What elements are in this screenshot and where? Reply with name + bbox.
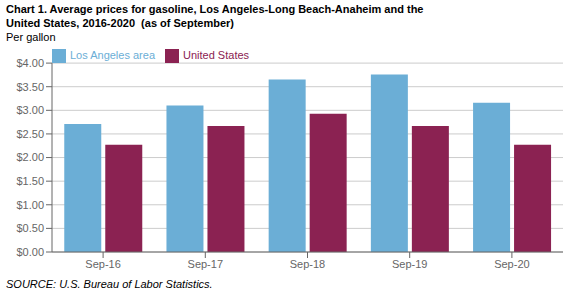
html-text:Chart 1. Average prices for ga: Chart 1. Average prices for gasoline, Lo… bbox=[6, 3, 424, 15]
svg-text:Sep-16: Sep-16 bbox=[85, 258, 120, 270]
html-text:SOURCE: U.S. Bureau of Labor S: SOURCE: U.S. Bureau of Labor Statistics. bbox=[6, 278, 213, 290]
svg-text:$0.00: $0.00 bbox=[16, 246, 44, 258]
svg-text:$2.50: $2.50 bbox=[16, 128, 44, 140]
html-text:Per gallon: Per gallon bbox=[6, 31, 56, 43]
svg-text:$0.50: $0.50 bbox=[16, 222, 44, 234]
svg-text:$1.00: $1.00 bbox=[16, 199, 44, 211]
svg-text:$1.50: $1.50 bbox=[16, 175, 44, 187]
html-text:Los Angeles area: Los Angeles area bbox=[70, 49, 155, 61]
svg-text:Sep-19: Sep-19 bbox=[392, 258, 427, 270]
svg-text:Sep-17: Sep-17 bbox=[188, 258, 223, 270]
svg-text:Sep-18: Sep-18 bbox=[290, 258, 325, 270]
svg-text:$3.50: $3.50 bbox=[16, 81, 44, 93]
html-text:United States: United States bbox=[183, 49, 250, 61]
svg-text:Sep-20: Sep-20 bbox=[494, 258, 529, 270]
svg-text:$4.00: $4.00 bbox=[16, 57, 44, 69]
svg-text:$3.00: $3.00 bbox=[16, 104, 44, 116]
svg-text:$2.00: $2.00 bbox=[16, 151, 44, 163]
html-text:United States, 2016-2020 (as o: United States, 2016-2020 (as of Septembe… bbox=[6, 17, 234, 29]
